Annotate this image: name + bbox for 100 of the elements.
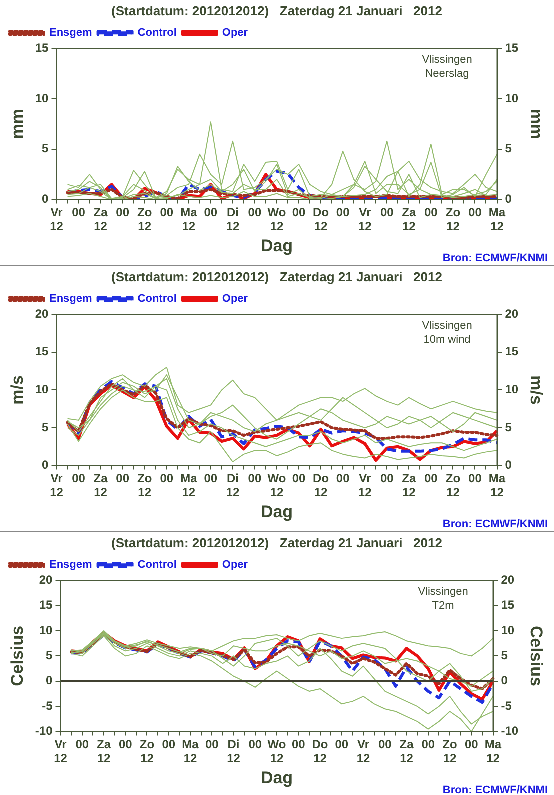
x-tick-label: Di 12 (227, 737, 241, 766)
y-axis-title: m/s (8, 376, 27, 405)
y2-axis-title: Celsius (527, 626, 546, 686)
y-tick-label: 15 (35, 40, 50, 55)
x-tick-label: 00 (204, 471, 218, 486)
annotation: 10m wind (424, 334, 471, 346)
text: Bron: ECMWF/KNMI (442, 784, 548, 795)
x-tick-label: 00 (116, 205, 130, 220)
legend-label: Ensgem (50, 293, 93, 306)
y2-tick-label: 5 (505, 142, 512, 156)
x-tick-label: Vr 12 (356, 737, 370, 766)
x-tick-label: 00 (335, 737, 349, 752)
x-tick-label: Wo 12 (268, 205, 286, 234)
text: Bron: ECMWF/KNMI (442, 518, 548, 531)
y2-tick-label: 5 (505, 420, 512, 434)
x-tick-label: 00 (118, 737, 133, 752)
x-axis-title: Dag (260, 502, 294, 522)
y2-tick-label: 20 (505, 306, 519, 321)
x-tick-label: 00 (424, 205, 438, 220)
x-tick-label: Do 12 (313, 205, 330, 234)
x-tick-label: 00 (248, 205, 262, 220)
y-tick-label: -5 (42, 698, 54, 713)
x-tick-label: Zo 12 (446, 471, 461, 500)
x-tick-label: Ma 12 (488, 471, 506, 500)
y-tick-label: 20 (35, 306, 50, 321)
text: Bron: ECMWF/KNMI (442, 252, 548, 265)
x-tick-label: Vr 12 (50, 205, 64, 234)
x-tick-label: Ma 12 (182, 737, 200, 766)
x-tick-label: 00 (336, 205, 350, 220)
x-tick-label: Do 12 (312, 737, 328, 766)
x-tick-label: 00 (468, 205, 482, 220)
x-tick-label: 00 (378, 737, 392, 752)
x-axis-title: Dag (260, 236, 294, 256)
y2-tick-label: 0 (505, 458, 512, 472)
y2-tick-label: 15 (505, 40, 519, 55)
x-tick-label: Ma 12 (484, 737, 502, 766)
y2-tick-label: 5 (501, 648, 508, 663)
legend-label: Control (138, 293, 177, 306)
y2-tick-label: 0 (501, 674, 508, 688)
y-tick-label: 5 (46, 648, 54, 663)
legend-label: Ensgem (50, 559, 93, 572)
y2-tick-label: 20 (501, 572, 515, 587)
x-tick-label: 00 (292, 737, 306, 752)
x-tick-label: Zo 12 (138, 471, 152, 500)
y-tick-label: 10 (39, 623, 54, 638)
y-tick-label: 10 (35, 382, 50, 397)
x-tick-label: Ma 12 (180, 205, 198, 234)
x-tick-label: Zo 12 (446, 205, 461, 234)
x-tick-label: Za 12 (94, 205, 108, 234)
x-tick-label: 00 (424, 471, 438, 486)
x-tick-label: Za 12 (96, 737, 112, 766)
annotation: Vlissingen (422, 54, 472, 66)
x-tick-label: 00 (292, 471, 306, 486)
x-tick-label: Di 12 (226, 205, 240, 234)
x-tick-label: 00 (336, 471, 350, 486)
y-axis-title: mm (8, 109, 27, 140)
x-tick-label: Vr 12 (358, 471, 372, 500)
y-tick-label: 0 (42, 458, 50, 472)
legend-label: Oper (222, 27, 249, 40)
x-tick-label: Wo 12 (268, 471, 286, 500)
y-tick-label: 20 (39, 572, 54, 587)
x-tick-label: 00 (205, 737, 220, 752)
y2-tick-label: 0 (505, 192, 512, 206)
legend-label: Ensgem (50, 27, 93, 40)
y2-tick-label: 15 (505, 344, 519, 359)
x-tick-label: Wo 12 (268, 737, 286, 766)
x-tick-label: Za 12 (402, 205, 416, 234)
x-tick-label: Ma 12 (180, 471, 198, 500)
annotation: Neerslag (425, 68, 470, 80)
x-tick-label: 00 (292, 205, 306, 220)
x-tick-label: 00 (248, 471, 262, 486)
y-tick-label: 5 (42, 142, 50, 156)
legend-label: Control (138, 559, 177, 572)
x-tick-label: Za 12 (402, 471, 416, 500)
x-axis-title: Dag (260, 768, 294, 788)
x-tick-label: 00 (160, 471, 174, 486)
x-tick-label: 00 (72, 205, 86, 220)
chart-title: (Startdatum: 2012012012) Zaterdag 21 Januari 2012 (112, 535, 442, 550)
legend-label: Oper (222, 293, 249, 306)
y-tick-label: 10 (35, 91, 50, 106)
x-tick-label: 00 (160, 205, 174, 220)
y2-tick-label: -10 (501, 724, 519, 738)
y2-tick-label: 15 (501, 598, 515, 612)
x-tick-label: Za 12 (94, 471, 108, 500)
y-tick-label: 0 (46, 674, 54, 688)
x-tick-label: Zo 12 (442, 737, 458, 766)
x-tick-label: Do 12 (313, 471, 330, 500)
x-tick-label: 00 (76, 737, 90, 752)
annotation: Vlissingen (418, 586, 468, 598)
x-tick-label: 00 (464, 737, 479, 752)
x-tick-label: 00 (422, 737, 436, 752)
legend-label: Oper (222, 559, 249, 572)
x-tick-label: Vr 12 (50, 471, 64, 500)
x-tick-label: 00 (204, 205, 218, 220)
y2-axis-title: m/s (527, 376, 546, 405)
y-tick-label: 0 (42, 192, 50, 206)
y2-axis-title: mm (527, 109, 546, 140)
y-tick-label: 15 (35, 344, 50, 359)
x-tick-label: Vr 12 (54, 737, 68, 766)
x-tick-label: Ma 12 (488, 205, 506, 234)
